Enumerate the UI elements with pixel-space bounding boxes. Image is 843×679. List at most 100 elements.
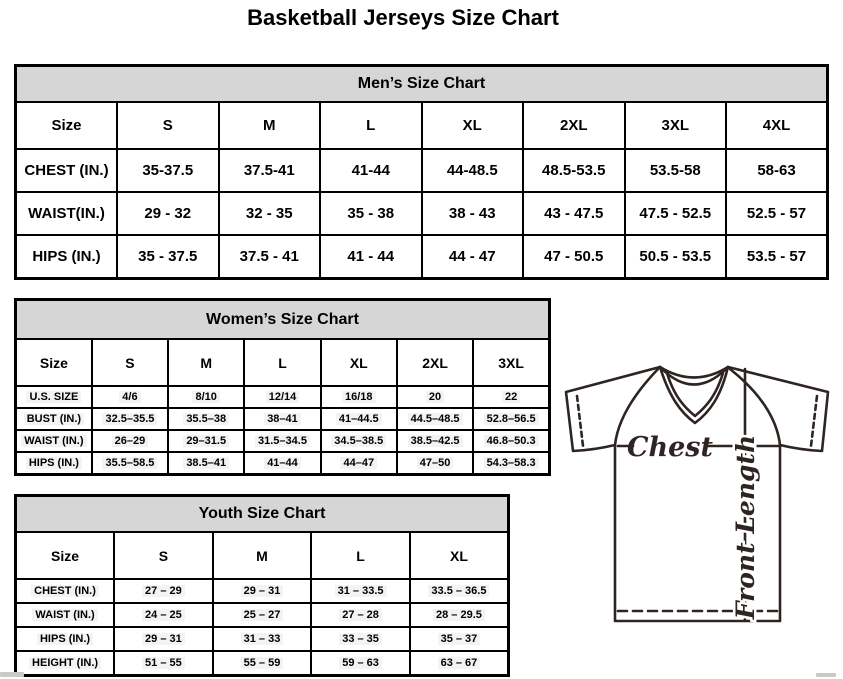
size-value-cell: 44–47 [319, 451, 398, 476]
size-value-cell: 44.5–48.5 [395, 407, 475, 431]
left-armhole-seam [613, 367, 660, 447]
size-value-cell: 38.5–41 [167, 451, 246, 476]
mens-size-table: Men’s Size Chart Size S M L XL 2XL 3XL 4XL CHEST … [14, 64, 829, 280]
vneck-inner [665, 371, 725, 418]
row-label: CHEST (IN.) [14, 578, 116, 604]
size-value-cell: 24 – 25 [113, 602, 214, 628]
size-value-cell: 35 – 37 [408, 626, 510, 652]
table-row: WAIST(IN.) 29 - 32 32 - 35 35 - 38 38 - 43 43… [14, 191, 829, 236]
column-header: M [167, 338, 246, 387]
table-row: HIPS (IN.) 35 - 37.5 37.5 - 41 41 - 44 44 - … [14, 234, 829, 280]
size-value-cell: 37.5-41 [217, 148, 321, 193]
column-header: 2XL [522, 101, 626, 150]
size-value-cell: 35 - 37.5 [116, 234, 220, 280]
table-row: CHEST (IN.) 35-37.5 37.5-41 41-44 44-48.5 48.… [14, 148, 829, 193]
size-value-cell: 53.5-58 [623, 148, 727, 193]
womens-size-chart: Women’s Size Chart Size S M L XL 2XL 3XL U.S. SI… [14, 298, 551, 476]
table-row: BUST (IN.) 32.5–35.5 35.5–38 38–41 41–44.5 44… [14, 407, 551, 431]
size-value-cell: 37.5 - 41 [217, 234, 321, 280]
youth-size-chart: Youth Size Chart Size S M L XL CHEST (IN.) 27 –… [14, 494, 510, 677]
size-value-cell: 22 [472, 385, 551, 409]
chart-title-band: Men’s Size Chart [14, 64, 829, 103]
size-value-cell: 47 - 50.5 [522, 234, 626, 280]
jersey-outline [564, 365, 830, 623]
size-value-cell: 25 – 27 [211, 602, 313, 628]
size-value-cell: 48.5-53.5 [522, 148, 626, 193]
column-header: 4XL [725, 101, 829, 150]
size-value-cell: 12/14 [243, 385, 322, 409]
size-value-cell: 27 – 28 [310, 602, 411, 628]
horizontal-scrollbar-thumb-left[interactable] [0, 672, 24, 677]
size-value-cell: 31.5–34.5 [243, 429, 322, 453]
size-value-cell: 47.5 - 52.5 [623, 191, 727, 236]
size-value-cell: 50.5 - 53.5 [623, 234, 727, 280]
column-header: Size [14, 101, 118, 150]
size-value-cell: 44 - 47 [420, 234, 524, 280]
horizontal-scrollbar-thumb-right[interactable] [816, 673, 836, 677]
table-row: U.S. SIZE 4/6 8/10 12/14 16/18 20 22 [14, 385, 551, 409]
size-value-cell: 20 [395, 385, 475, 409]
size-value-cell: 53.5 - 57 [725, 234, 829, 280]
size-value-cell: 26–29 [90, 429, 170, 453]
size-value-cell: 43 - 47.5 [522, 191, 626, 236]
column-header: L [310, 531, 411, 580]
column-header: L [319, 101, 423, 150]
chart-title-band: Women’s Size Chart [14, 298, 551, 340]
womens-size-table: Women’s Size Chart Size S M L XL 2XL 3XL U.S. SI… [14, 298, 551, 476]
size-value-cell: 52.5 - 57 [725, 191, 829, 236]
row-label: CHEST (IN.) [14, 148, 118, 193]
table-row: HIPS (IN.) 35.5–58.5 38.5–41 41–44 44–47 47–5… [14, 451, 551, 476]
column-header: M [217, 101, 321, 150]
size-value-cell: 32 - 35 [217, 191, 321, 236]
column-header: XL [319, 338, 398, 387]
collar-back-arc-outer [658, 365, 730, 379]
size-value-cell: 41-44 [319, 148, 423, 193]
chest-label: Chest [627, 432, 713, 463]
row-label: WAIST(IN.) [14, 191, 118, 236]
column-header: 3XL [472, 338, 551, 387]
size-value-cell: 8/10 [167, 385, 246, 409]
size-value-cell: 55 – 59 [211, 650, 313, 677]
row-label: HIPS (IN.) [14, 451, 93, 476]
right-armhole-seam [728, 367, 782, 447]
row-label: WAIST (IN.) [14, 602, 116, 628]
size-value-cell: 28 – 29.5 [408, 602, 510, 628]
size-value-cell: 29–31.5 [167, 429, 246, 453]
chart-title-band: Youth Size Chart [14, 494, 510, 533]
column-header: XL [408, 531, 510, 580]
table-row: WAIST (IN.) 26–29 29–31.5 31.5–34.5 34.5–38.… [14, 429, 551, 453]
table-row: CHEST (IN.) 27 – 29 29 – 31 31 – 33.5 33.5 –… [14, 578, 510, 604]
column-header: L [243, 338, 322, 387]
row-label: HIPS (IN.) [14, 626, 116, 652]
column-header: 3XL [623, 101, 727, 150]
size-value-cell: 31 – 33.5 [310, 578, 411, 604]
table-row: WAIST (IN.) 24 – 25 25 – 27 27 – 28 28 – 29.… [14, 602, 510, 628]
page-title: Basketball Jerseys Size Chart [247, 5, 559, 30]
size-value-cell: 35 - 38 [319, 191, 423, 236]
size-value-cell: 38.5–42.5 [395, 429, 475, 453]
size-value-cell: 29 – 31 [211, 578, 313, 604]
column-header: 2XL [395, 338, 475, 387]
column-header: S [116, 101, 220, 150]
size-value-cell: 35.5–58.5 [90, 451, 170, 476]
size-value-cell: 38 - 43 [420, 191, 524, 236]
size-value-cell: 16/18 [319, 385, 398, 409]
size-value-cell: 41–44 [243, 451, 322, 476]
size-value-cell: 41–44.5 [319, 407, 398, 431]
column-header: M [211, 531, 313, 580]
size-value-cell: 27 – 29 [113, 578, 214, 604]
column-header: Size [14, 531, 116, 580]
column-header: XL [420, 101, 524, 150]
size-value-cell: 31 – 33 [211, 626, 313, 652]
size-value-cell: 54.3–58.3 [472, 451, 551, 476]
size-value-cell: 4/6 [90, 385, 170, 409]
youth-size-table: Youth Size Chart Size S M L XL CHEST (IN.) 27 –… [14, 494, 510, 677]
size-value-cell: 29 – 31 [113, 626, 214, 652]
column-header: S [90, 338, 170, 387]
size-value-cell: 63 – 67 [408, 650, 510, 677]
size-value-cell: 59 – 63 [310, 650, 411, 677]
column-header: Size [14, 338, 93, 387]
row-label: WAIST (IN.) [14, 429, 93, 453]
size-value-cell: 32.5–35.5 [90, 407, 170, 431]
size-value-cell: 38–41 [243, 407, 322, 431]
